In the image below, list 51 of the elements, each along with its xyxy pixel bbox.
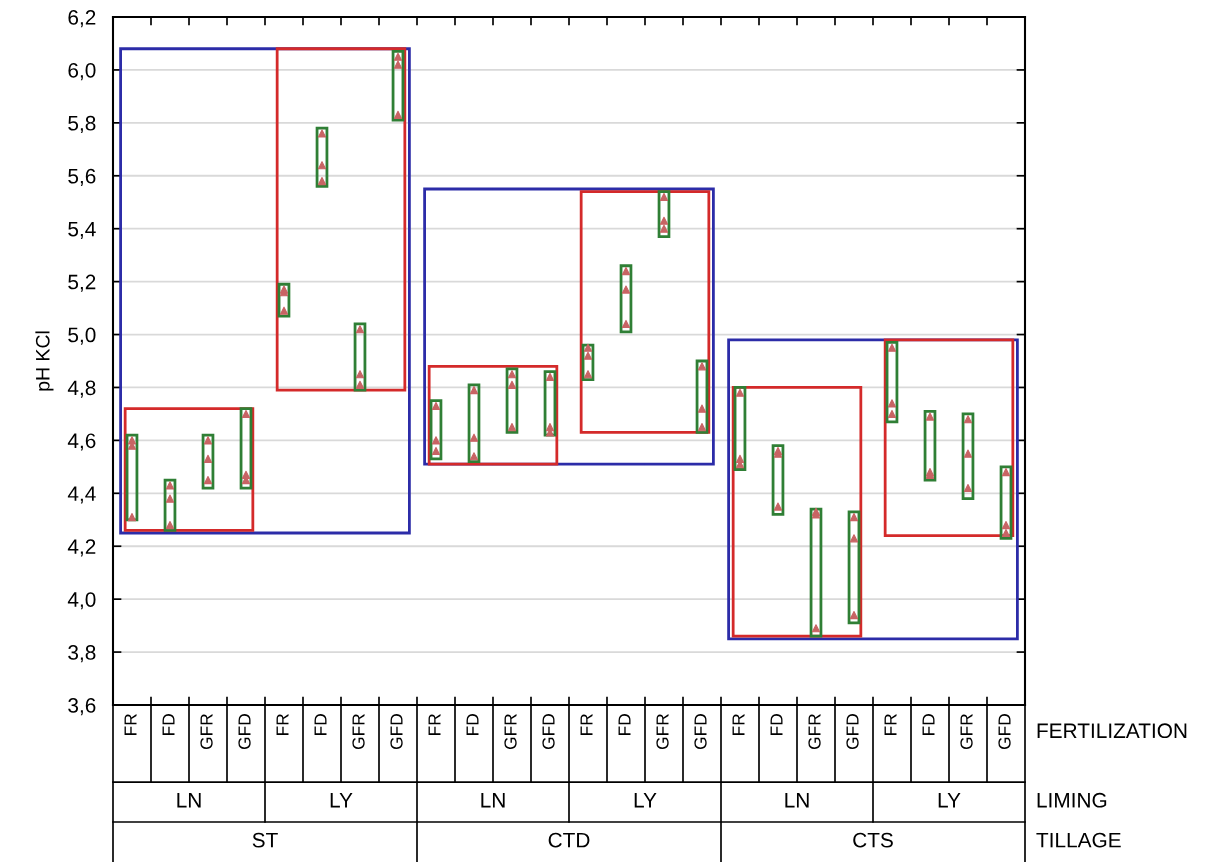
text: LY <box>634 793 657 808</box>
x-tick-label: GFD <box>846 714 859 750</box>
y-tick-label: 4,8 <box>67 380 96 398</box>
text: LN <box>177 793 201 808</box>
y-tick-label: 5,4 <box>68 221 96 239</box>
x-tick-label: GFR <box>808 714 821 750</box>
y-tick-label: 4,6 <box>67 433 96 451</box>
x-tick-label: GFR <box>960 714 973 750</box>
y-tick-label: 4,2 <box>67 539 96 557</box>
x-tick-label: GFR <box>656 714 669 750</box>
x-tick-label: GFD <box>542 714 555 750</box>
text: LN <box>785 793 809 808</box>
y-tick-label: 5,0 <box>68 327 96 345</box>
x-tick-label: FD <box>162 714 175 735</box>
x-tick-label: GFD <box>238 714 251 750</box>
y-tick-label: 4,4 <box>67 486 96 504</box>
x-tick-label: FR <box>580 714 593 735</box>
x-tick-label: FR <box>276 714 289 735</box>
x-tick-label: FR <box>884 714 897 735</box>
x-tick-label: GFD <box>694 714 707 750</box>
text: CTS <box>853 832 893 848</box>
x-tick-label: FR <box>124 714 137 735</box>
y-tick-label: 4,0 <box>67 592 96 610</box>
text: ST <box>252 832 278 848</box>
y-tick-label: 6,2 <box>68 10 96 28</box>
y-tick-label: 5,8 <box>68 115 96 134</box>
x-tick-label: FD <box>770 714 783 735</box>
x-tick-label: FR <box>428 714 441 735</box>
x-tick-label: FD <box>618 714 631 735</box>
text: LY <box>330 793 353 808</box>
x-tick-label: FD <box>466 714 479 735</box>
x-tick-label: FR <box>732 714 745 735</box>
x-tick-label: GFR <box>352 714 365 750</box>
y-tick-label: 6,0 <box>68 62 96 81</box>
y-tick-label: 3,8 <box>68 645 96 663</box>
text: LIMING <box>1037 792 1107 808</box>
text: CTD <box>548 832 590 848</box>
text: LN <box>481 793 505 808</box>
x-tick-label: GFD <box>390 714 403 750</box>
x-axis-title: FERTILIZATION <box>1037 723 1187 739</box>
text: LY <box>938 793 961 808</box>
y-tick-label: 5,6 <box>68 168 96 186</box>
x-tick-label: GFR <box>504 714 517 750</box>
y-axis-title: pH KCl <box>35 331 54 391</box>
text: TILLAGE <box>1036 832 1121 848</box>
x-tick-label: FD <box>314 714 327 735</box>
x-tick-label: GFR <box>200 714 213 750</box>
x-tick-label: FD <box>922 714 935 735</box>
y-tick-label: 5,2 <box>68 274 96 292</box>
y-tick-label: 3,6 <box>68 698 96 716</box>
x-tick-label: GFD <box>998 714 1011 750</box>
